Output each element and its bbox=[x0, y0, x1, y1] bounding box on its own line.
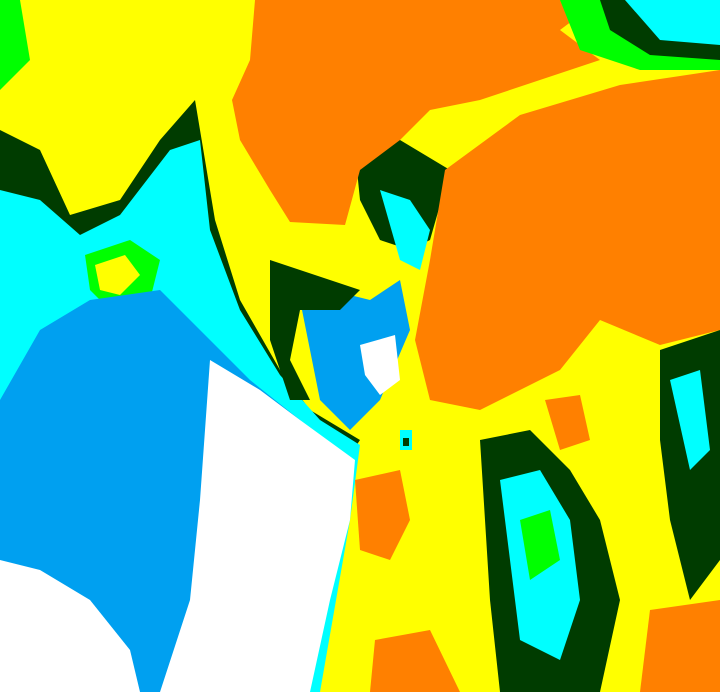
cyan-far-right bbox=[670, 370, 710, 470]
dark-green-ridge bbox=[270, 260, 360, 400]
dark-green-ridge-2 bbox=[355, 140, 450, 250]
white-patch bbox=[360, 335, 400, 395]
orange-top bbox=[232, 0, 600, 225]
yellow-island bbox=[95, 255, 140, 295]
green-right bbox=[520, 510, 560, 580]
cyan-top-right bbox=[625, 0, 720, 45]
orange-spot-3 bbox=[545, 395, 590, 450]
orange-spot-2 bbox=[370, 630, 460, 692]
cyan-ridge bbox=[380, 190, 430, 270]
white-region bbox=[160, 360, 355, 692]
orange-spot-1 bbox=[355, 470, 410, 560]
green-edge-left bbox=[0, 0, 30, 90]
white-bottom-left bbox=[0, 560, 140, 692]
dark-green-speck bbox=[403, 438, 409, 446]
orange-right bbox=[415, 70, 720, 410]
orange-bottom-right bbox=[640, 600, 720, 692]
